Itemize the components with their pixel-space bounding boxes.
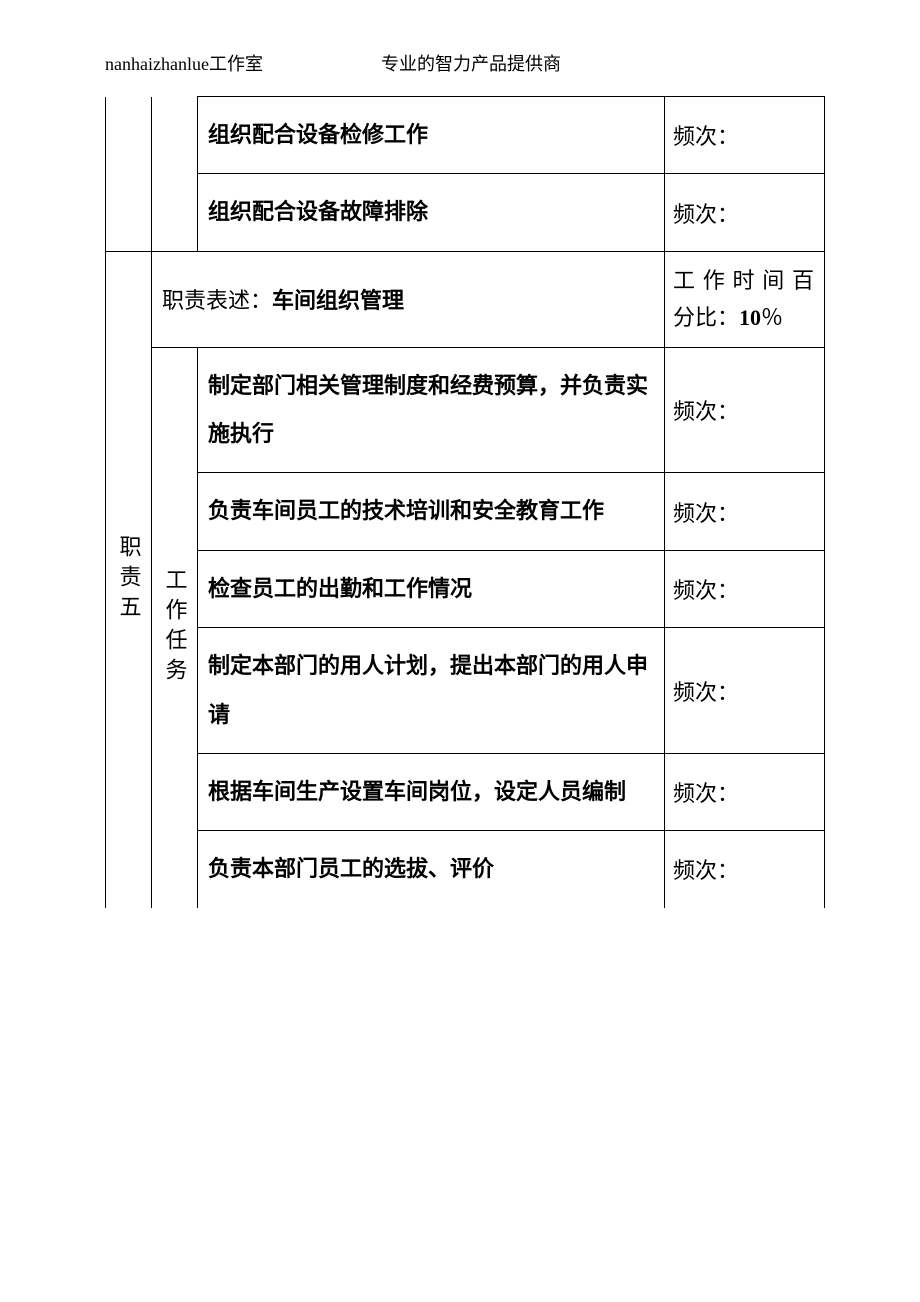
freq-cell: 频次： bbox=[665, 550, 825, 627]
time-pct-line1: 工作时间百 bbox=[673, 262, 816, 299]
header-right-text: 专业的智力产品提供商 bbox=[381, 50, 561, 76]
task-content: 负责本部门员工的选拔、评价 bbox=[198, 831, 665, 908]
freq-cell: 频次： bbox=[665, 347, 825, 473]
table-row: 检查员工的出勤和工作情况 频次： bbox=[106, 550, 825, 627]
freq-cell: 频次： bbox=[665, 473, 825, 550]
time-pct-unit: ％ bbox=[761, 305, 783, 330]
task-content: 制定部门相关管理制度和经费预算，并负责实施执行 bbox=[198, 347, 665, 473]
freq-cell: 频次： bbox=[665, 174, 825, 251]
time-pct-label2: 分比： bbox=[673, 305, 739, 330]
desc-value: 车间组织管理 bbox=[272, 288, 404, 313]
table-row: 组织配合设备检修工作 频次： bbox=[106, 97, 825, 174]
task-content: 制定本部门的用人计划，提出本部门的用人申请 bbox=[198, 628, 665, 754]
table-row: 负责本部门员工的选拔、评价 频次： bbox=[106, 831, 825, 908]
duty-label-cell: 职责五 bbox=[106, 251, 152, 907]
prev-task-label-cell bbox=[152, 97, 198, 252]
freq-cell: 频次： bbox=[665, 628, 825, 754]
duty-table: 组织配合设备检修工作 频次： 组织配合设备故障排除 频次： 职责五 职责表述：车… bbox=[105, 96, 825, 908]
task-content: 根据车间生产设置车间岗位，设定人员编制 bbox=[198, 753, 665, 830]
task-label-cell: 工作任务 bbox=[152, 347, 198, 908]
desc-cell: 职责表述：车间组织管理 bbox=[152, 251, 665, 347]
header-left-text: nanhaizhanlue工作室 bbox=[105, 50, 263, 76]
table-row: 工作任务 制定部门相关管理制度和经费预算，并负责实施执行 频次： bbox=[106, 347, 825, 473]
table-row: 组织配合设备故障排除 频次： bbox=[106, 174, 825, 251]
time-pct-cell: 工作时间百 分比：10％ bbox=[665, 251, 825, 347]
freq-cell: 频次： bbox=[665, 753, 825, 830]
task-content: 负责车间员工的技术培训和安全教育工作 bbox=[198, 473, 665, 550]
task-content: 组织配合设备故障排除 bbox=[198, 174, 665, 251]
table-row: 职责五 职责表述：车间组织管理 工作时间百 分比：10％ bbox=[106, 251, 825, 347]
time-pct-value: 10 bbox=[739, 305, 761, 330]
table-row: 制定本部门的用人计划，提出本部门的用人申请 频次： bbox=[106, 628, 825, 754]
task-content: 检查员工的出勤和工作情况 bbox=[198, 550, 665, 627]
page-header: nanhaizhanlue工作室 专业的智力产品提供商 bbox=[105, 50, 825, 76]
freq-cell: 频次： bbox=[665, 831, 825, 908]
freq-cell: 频次： bbox=[665, 97, 825, 174]
table-row: 负责车间员工的技术培训和安全教育工作 频次： bbox=[106, 473, 825, 550]
table-row: 根据车间生产设置车间岗位，设定人员编制 频次： bbox=[106, 753, 825, 830]
prev-duty-cell bbox=[106, 97, 152, 252]
desc-label: 职责表述： bbox=[162, 288, 272, 313]
task-content: 组织配合设备检修工作 bbox=[198, 97, 665, 174]
